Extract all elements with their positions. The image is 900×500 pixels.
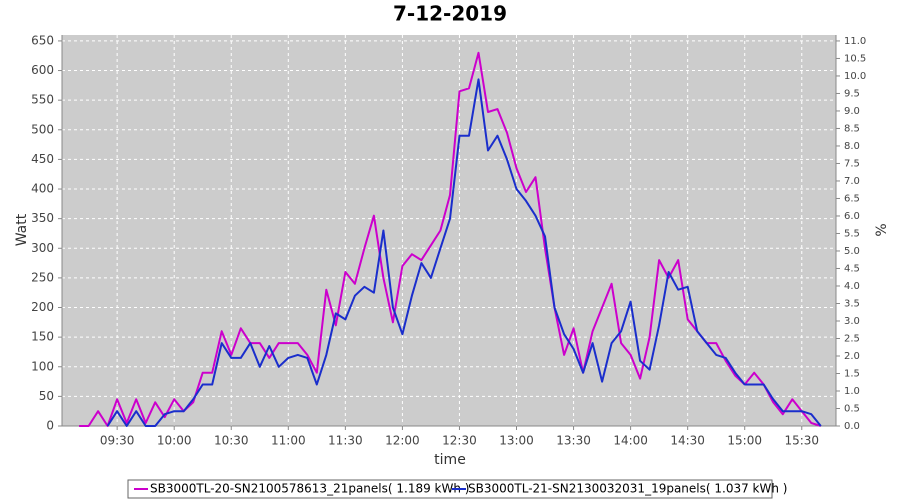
y2-tick-label: 7.0 [844,176,860,187]
y2-tick-label: 8.5 [844,123,860,134]
y-tick-label: 250 [31,270,54,284]
y2-tick-label: 5.5 [844,228,860,239]
x-tick-label: 12:30 [442,434,477,448]
y2-tick-label: 9.5 [844,88,860,99]
y2-tick-label: 3.5 [844,298,860,309]
x-tick-label: 13:30 [556,434,591,448]
y2-tick-label: 4.5 [844,263,860,274]
legend-label: SB3000TL-21-SN2130032031_19panels( 1.037… [468,482,787,496]
x-tick-label: 15:00 [727,434,762,448]
x-tick-label: 11:00 [271,434,306,448]
y-tick-label: 550 [31,93,54,107]
y2-tick-label: 10.0 [844,71,866,82]
y-tick-label: 650 [31,33,54,47]
y-axis-label: Watt [14,213,30,246]
y-tick-label: 600 [31,63,54,77]
y-tick-label: 500 [31,122,54,136]
y2-tick-label: 2.5 [844,333,860,344]
legend-label: SB3000TL-20-SN2100578613_21panels( 1.189… [150,482,469,496]
y2-tick-label: 8.0 [844,141,860,152]
y-tick-label: 350 [31,211,54,225]
x-tick-label: 11:30 [328,434,363,448]
y2-tick-label: 3.0 [844,316,860,327]
y2-tick-label: 0.0 [844,421,860,432]
y2-axis-label: % [874,223,890,236]
y-tick-label: 150 [31,330,54,344]
y2-tick-label: 6.0 [844,211,860,222]
y-tick-label: 0 [46,419,54,433]
y2-tick-label: 9.0 [844,106,860,117]
x-tick-label: 13:00 [499,434,534,448]
y2-tick-label: 1.5 [844,368,860,379]
y2-tick-label: 6.5 [844,193,860,204]
y-tick-label: 200 [31,300,54,314]
y-tick-label: 50 [39,389,54,403]
x-tick-label: 10:30 [214,434,249,448]
y2-tick-label: 5.0 [844,246,860,257]
x-tick-label: 14:30 [670,434,705,448]
y2-tick-label: 1.0 [844,386,860,397]
y-tick-label: 100 [31,359,54,373]
plot-area [62,35,836,426]
y-tick-label: 400 [31,182,54,196]
series-line [106,78,822,427]
y2-tick-label: 2.0 [844,351,860,362]
legend [127,479,773,499]
x-tick-label: 12:00 [385,434,420,448]
chart-title: 7-12-2019 [393,2,507,26]
x-tick-label: 10:00 [157,434,192,448]
y2-tick-label: 10.5 [844,53,866,64]
y-tick-label: 450 [31,152,54,166]
x-tick-label: 14:00 [613,434,648,448]
x-axis-label: time [434,452,466,468]
y-tick-label: 300 [31,241,54,255]
y2-tick-label: 0.5 [844,403,860,414]
y2-tick-label: 7.5 [844,158,860,169]
x-tick-label: 09:30 [100,434,135,448]
x-tick-label: 15:30 [784,434,819,448]
y2-tick-label: 11.0 [844,36,866,47]
y2-tick-label: 4.0 [844,281,860,292]
